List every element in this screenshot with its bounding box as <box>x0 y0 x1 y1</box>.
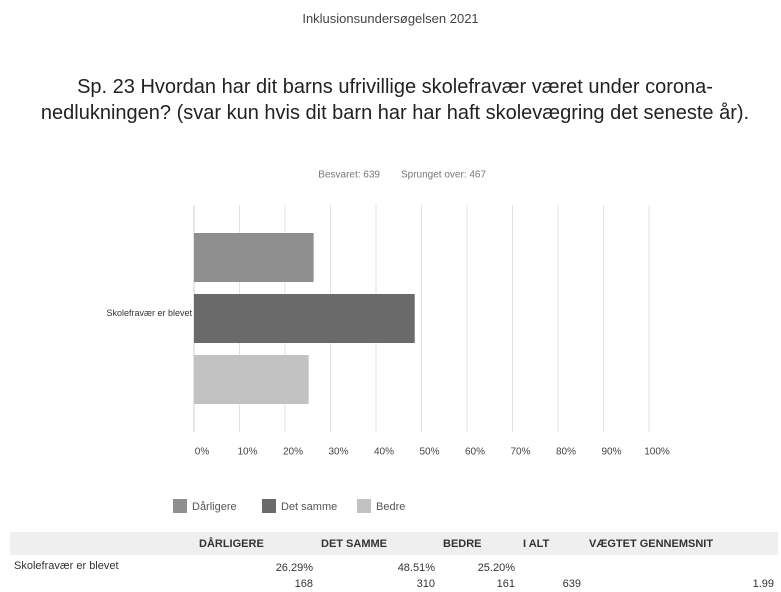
legend-swatch <box>357 499 371 513</box>
table-cell: 25.20% 161 <box>439 555 519 592</box>
count: 168 <box>294 578 313 590</box>
x-tick-label: 100% <box>644 447 670 458</box>
percent: 26.29% <box>275 562 313 574</box>
percent: 25.20% <box>477 562 515 574</box>
table-cell: 48.51% 310 <box>317 555 439 592</box>
header-cell: DÅRLIGERE <box>195 532 317 555</box>
legend-label: Bedre <box>376 501 405 513</box>
legend-label: Det samme <box>281 501 337 513</box>
average: 1.99 <box>752 578 774 590</box>
legend-swatch <box>173 499 187 513</box>
bar <box>194 355 309 404</box>
skipped: Sprunget over: 467 <box>401 170 486 181</box>
row-label: Skolefravær er blevet <box>14 560 119 572</box>
header-cell: DET SAMME <box>317 532 439 555</box>
spacer <box>523 560 581 576</box>
legend-swatch <box>262 499 276 513</box>
y-tick-label: Skolefravær er blevet <box>106 308 192 318</box>
x-tick-label: 20% <box>283 447 303 458</box>
x-tick-label: 10% <box>237 447 257 458</box>
survey-name: Inklusionsundersøgelsen 2021 <box>302 11 479 26</box>
header-cell: BEDRE <box>439 532 519 555</box>
total-cell: 639 <box>519 555 585 592</box>
spacer <box>589 560 774 576</box>
x-tick-label: 40% <box>374 447 394 458</box>
table-cell: 26.29% 168 <box>195 555 317 592</box>
table-body: Skolefravær er blevet 26.29% 168 48.51% 310 2… <box>10 555 778 592</box>
table-row: Skolefravær er blevet 26.29% 168 48.51% 310 2… <box>10 555 778 592</box>
header-cell: I ALT <box>519 532 585 555</box>
x-tick-label: 90% <box>601 447 621 458</box>
bar <box>194 294 415 343</box>
percent: 48.51% <box>397 562 435 574</box>
legend-label: Dårligere <box>192 501 237 513</box>
bar <box>194 233 314 282</box>
count: 161 <box>496 578 515 590</box>
average-cell: 1.99 <box>585 555 778 592</box>
results-table: DÅRLIGERE DET SAMME BEDRE I ALT VÆGTET GENNE… <box>10 532 778 592</box>
x-tick-label: 30% <box>328 447 348 458</box>
x-tick-label: 60% <box>465 447 485 458</box>
header-cell: VÆGTET GENNEMSNIT <box>585 532 778 555</box>
answered: Besvaret: 639 <box>318 170 380 181</box>
chart: Besvaret: 639 Sprunget over: 467 0% 10% 20… <box>173 170 670 513</box>
x-tick-label: 80% <box>556 447 576 458</box>
x-tick-label: 70% <box>510 447 530 458</box>
header-cell <box>10 532 195 555</box>
count: 310 <box>416 578 435 590</box>
x-tick-label: 50% <box>419 447 439 458</box>
x-tick-label: 0% <box>195 447 210 458</box>
total: 639 <box>562 578 581 590</box>
chart-title: Sp. 23 Hvordan har dit barns ufrivillige… <box>40 76 750 124</box>
table-header: DÅRLIGERE DET SAMME BEDRE I ALT VÆGTET GENNE… <box>10 532 778 555</box>
